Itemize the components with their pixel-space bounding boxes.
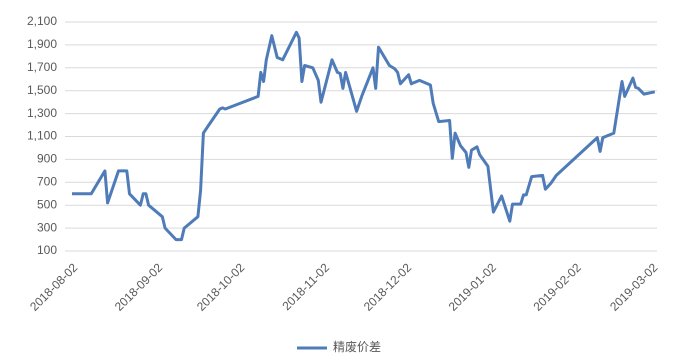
y-tick-label: 900 xyxy=(37,152,57,166)
y-tick-label: 500 xyxy=(37,197,57,211)
y-tick-label: 700 xyxy=(37,174,57,188)
legend-label: 精废价差 xyxy=(333,339,381,354)
y-tick-label: 1,300 xyxy=(27,106,57,120)
y-tick-label: 1,700 xyxy=(27,60,57,74)
series-line xyxy=(72,30,656,242)
y-tick-label: 1,900 xyxy=(27,37,57,51)
y-tick-label: 2,100 xyxy=(27,14,57,28)
y-tick-label: 100 xyxy=(37,243,57,257)
y-tick-label: 300 xyxy=(37,220,57,234)
y-tick-label: 1,500 xyxy=(27,83,57,97)
y-tick-label: 1,100 xyxy=(27,129,57,143)
